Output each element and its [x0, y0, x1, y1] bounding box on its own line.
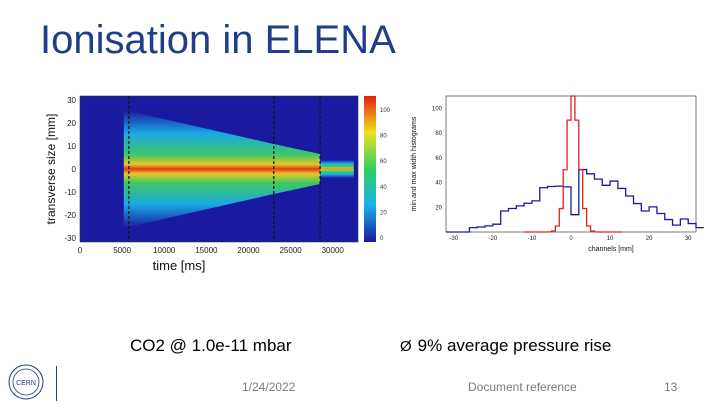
- histogram-x-tick-label: -10: [528, 236, 537, 242]
- colorbar-tick-label: 100: [380, 108, 391, 114]
- heatmap-y-tick-label: 20: [67, 119, 76, 128]
- colorbar: [364, 96, 376, 242]
- histogram-y-tick-label: 40: [435, 181, 442, 187]
- heatmap-x-axis-label: time [ms]: [153, 258, 206, 273]
- heatmap-y-axis-label: transverse size [mm]: [44, 114, 58, 225]
- width-histogram: 100 80 60 40 20 -30 -20 -10 0 10 20 30 min and max w…: [411, 95, 704, 253]
- footer-date: 1/24/2022: [242, 380, 296, 394]
- arrow-bullet-icon: Ø: [400, 338, 412, 355]
- heatmap-y-tick-label: 10: [67, 142, 76, 151]
- histogram-y-axis-label: min and max width histograms: [411, 116, 418, 211]
- heatmap-x-tick-label: 25000: [279, 246, 302, 255]
- histogram-x-axis-label: channels [mm]: [588, 246, 634, 253]
- footer-divider: [56, 366, 57, 401]
- beam-tail: [320, 160, 354, 178]
- histogram-x-tick-label: 30: [685, 236, 692, 242]
- heatmap-x-tick-label: 15000: [195, 246, 218, 255]
- histogram-x-tick-label: -30: [449, 236, 458, 242]
- heatmap-x-tick-label: 30000: [322, 246, 345, 255]
- colorbar-tick-label: 60: [380, 159, 387, 165]
- heatmap-x-tick-label: 10000: [153, 246, 176, 255]
- colorbar-tick-label: 80: [380, 134, 387, 140]
- logo-text: CERN: [16, 380, 36, 387]
- histogram-y-tick-label: 20: [435, 205, 442, 211]
- narrow-width-histogram: [524, 95, 622, 233]
- histogram-x-tick-label: 0: [569, 236, 573, 242]
- histogram-x-tick-label: 10: [607, 236, 614, 242]
- heatmap-x-tick-label: 0: [78, 246, 83, 255]
- slide-title: Ionisation in ELENA: [40, 18, 396, 62]
- wide-width-histogram: [446, 168, 704, 233]
- footer-page-number: 13: [664, 380, 678, 394]
- footer-doc-reference: Document reference: [468, 380, 577, 394]
- heatmap-y-tick-label: -30: [64, 234, 76, 243]
- heatmap-x-tick-label: 5000: [113, 246, 131, 255]
- heatmap-y-tick-label: -10: [64, 188, 76, 197]
- histogram-y-tick-label: 100: [432, 106, 443, 112]
- heatmap-frame: [79, 95, 359, 243]
- colorbar-tick-label: 0: [380, 236, 384, 242]
- cern-logo-icon: CERN: [8, 364, 44, 400]
- heatmap-x-tick-label: 20000: [237, 246, 260, 255]
- heatmap-y-tick-label: 30: [67, 96, 76, 105]
- colorbar-tick-label: 40: [380, 185, 387, 191]
- pressure-rise-text: 9% average pressure rise: [417, 336, 612, 355]
- beam-envelope: [123, 110, 321, 228]
- histogram-x-tick-label: -20: [489, 236, 498, 242]
- heatmap-y-tick-label: 0: [72, 165, 77, 174]
- pressure-caption: CO2 @ 1.0e-11 mbar: [130, 336, 292, 355]
- pressure-rise-bullet: Ø 9% average pressure rise: [400, 336, 611, 356]
- histogram-y-tick-label: 80: [435, 131, 442, 137]
- heatmap-y-tick-label: -20: [64, 211, 76, 220]
- colorbar-tick-label: 20: [380, 210, 387, 216]
- histogram-x-tick-label: 20: [646, 236, 653, 242]
- histogram-y-tick-label: 60: [435, 156, 442, 162]
